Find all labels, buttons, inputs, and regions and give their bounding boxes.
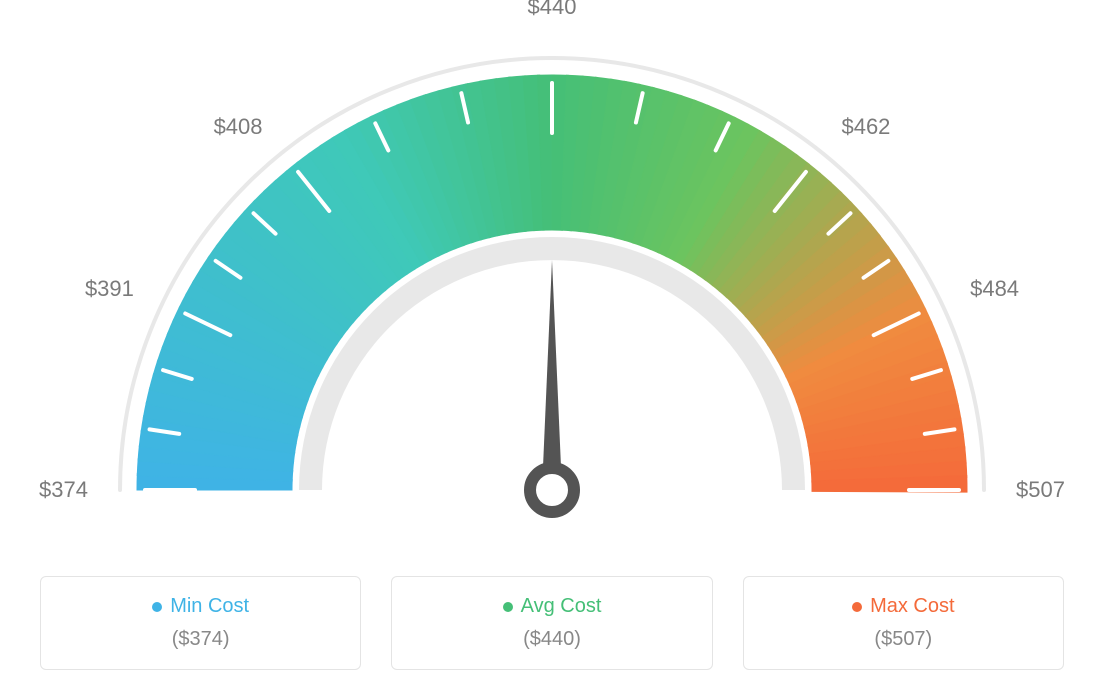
- tick-label: $391: [85, 276, 134, 302]
- legend-title-max: Max Cost: [852, 595, 954, 618]
- legend-label-max: Max Cost: [870, 595, 954, 618]
- legend-dot-max: [852, 602, 862, 612]
- legend-label-avg: Avg Cost: [521, 595, 602, 618]
- legend-value-avg: ($440): [402, 628, 701, 651]
- gauge-area: $374 $391 $408 $440 $462 $484 $507: [0, 0, 1104, 570]
- tick-label: $440: [528, 0, 577, 20]
- tick-label: $484: [970, 276, 1019, 302]
- cost-gauge-chart: $374 $391 $408 $440 $462 $484 $507 Min Cost ($…: [0, 0, 1104, 690]
- tick-label: $374: [39, 477, 88, 503]
- gauge-svg: [0, 0, 1104, 570]
- legend-box-min: Min Cost ($374): [40, 576, 361, 670]
- legend-dot-avg: [503, 602, 513, 612]
- legend-box-avg: Avg Cost ($440): [391, 576, 712, 670]
- legend-label-min: Min Cost: [170, 595, 249, 618]
- legend-row: Min Cost ($374) Avg Cost ($440) Max Cost…: [40, 576, 1064, 670]
- tick-label: $507: [1016, 477, 1065, 503]
- legend-dot-min: [152, 602, 162, 612]
- legend-title-avg: Avg Cost: [503, 595, 602, 618]
- legend-box-max: Max Cost ($507): [743, 576, 1064, 670]
- tick-label: $408: [214, 114, 263, 140]
- legend-value-max: ($507): [754, 628, 1053, 651]
- tick-label: $462: [841, 114, 890, 140]
- legend-value-min: ($374): [51, 628, 350, 651]
- legend-title-min: Min Cost: [152, 595, 249, 618]
